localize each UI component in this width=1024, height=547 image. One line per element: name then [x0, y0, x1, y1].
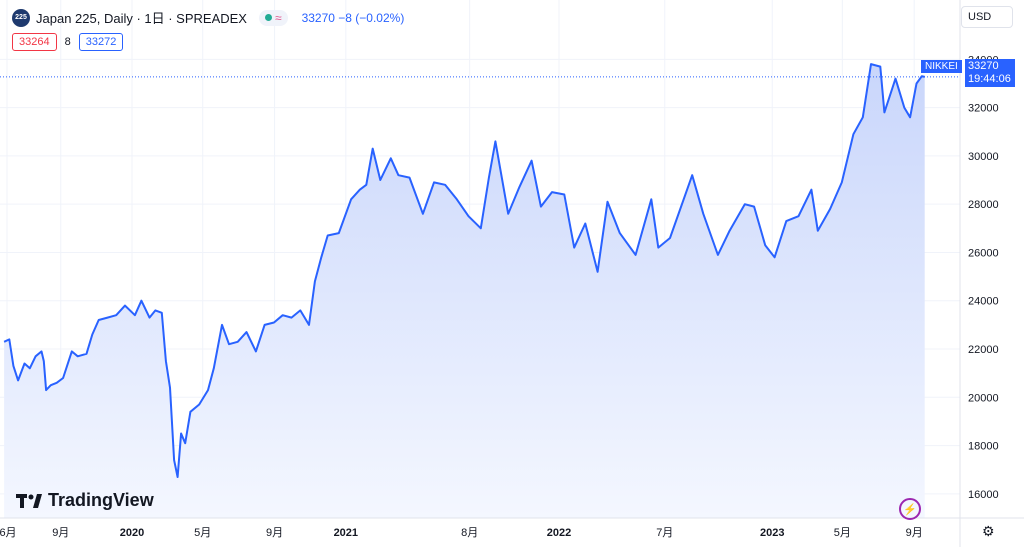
market-open-icon: [264, 14, 272, 21]
lightning-icon[interactable]: ⚡: [899, 498, 921, 520]
time-tick-label: 5月: [194, 527, 211, 539]
spread-value: 8: [64, 36, 71, 48]
bar-countdown: 19:44:06: [968, 73, 1011, 85]
status-icon: ≈: [274, 10, 282, 25]
time-tick-label: 9月: [52, 527, 69, 539]
time-tick-label: 2020: [120, 527, 144, 539]
market-status[interactable]: ≈: [258, 9, 288, 26]
price-tick-label: 30000: [968, 151, 999, 163]
price-tick-label: 32000: [968, 103, 999, 115]
chart-legend: 225 Japan 225, Daily · 1日 · SPREADEX ≈ 3…: [12, 8, 404, 27]
time-tick-label: 2023: [760, 527, 784, 539]
last-price-label: 33270 19:44:06: [965, 59, 1015, 87]
symbol-title[interactable]: Japan 225, Daily · 1日 · SPREADEX: [36, 11, 247, 26]
sell-price-button[interactable]: 33264: [12, 33, 57, 51]
time-tick-label: 2022: [547, 527, 571, 539]
tradingview-logo-text: TradingView: [48, 490, 154, 510]
time-tick-label: 9月: [906, 527, 923, 539]
series-name-label: NIKKEI: [921, 60, 962, 73]
price-area-fill: [4, 64, 925, 518]
currency-selector[interactable]: USD: [961, 6, 1013, 28]
time-axis[interactable]: 6月 9月 2020 5月 9月 2021 8月 2022 7月 2023 5月 9月: [0, 527, 923, 539]
time-tick-label: 6月: [0, 527, 17, 539]
buy-price-button[interactable]: 33272: [78, 33, 124, 51]
gear-icon[interactable]: ⚙: [982, 523, 995, 539]
time-tick-label: 8月: [461, 527, 478, 539]
last-price-value: 33270: [968, 60, 999, 72]
price-tick-label: 16000: [968, 489, 999, 501]
quote-panel: 33264 8 33272: [12, 33, 124, 51]
time-tick-label: 5月: [834, 527, 851, 539]
price-tick-label: 24000: [968, 296, 999, 308]
price-tick-label: 18000: [968, 441, 999, 453]
tradingview-logo-icon: [16, 493, 42, 508]
time-tick-label: 2021: [334, 527, 358, 539]
ohlc-values: 33270 −8 (−0.02%): [301, 10, 405, 25]
price-tick-label: 28000: [968, 199, 999, 211]
price-tick-label: 20000: [968, 392, 999, 404]
symbol-badge[interactable]: 225: [12, 8, 30, 27]
time-tick-label: 9月: [266, 527, 283, 539]
price-tick-label: 26000: [968, 247, 999, 259]
tradingview-logo[interactable]: TradingView: [16, 490, 154, 511]
price-series-line: [3, 63, 925, 478]
time-tick-label: 7月: [656, 527, 673, 539]
price-axis[interactable]: 16000 18000 20000 22000 24000 26000 28000 30000…: [968, 54, 999, 501]
price-tick-label: 22000: [968, 344, 999, 356]
